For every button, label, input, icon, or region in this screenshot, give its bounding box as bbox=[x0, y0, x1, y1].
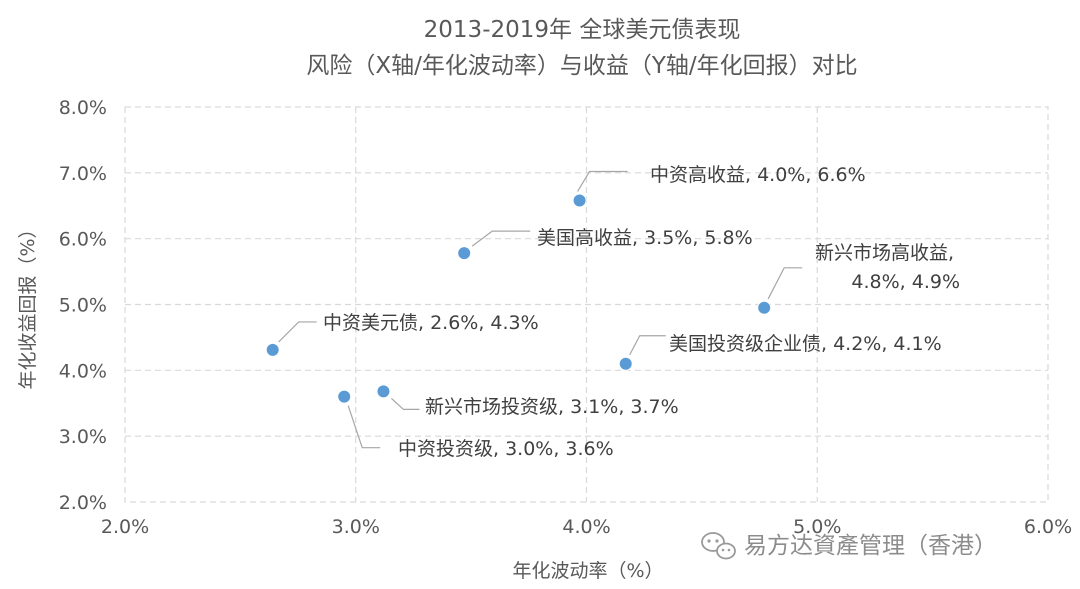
data-point bbox=[376, 384, 391, 399]
y-tick-label: 4.0% bbox=[59, 360, 107, 382]
data-point bbox=[618, 356, 633, 371]
data-label: 4.8%, 4.9% bbox=[851, 271, 960, 293]
wechat-icon-eye bbox=[715, 539, 719, 543]
leader-line bbox=[577, 170, 628, 192]
chart-title: 2013-2019年 全球美元债表现风险（X轴/年化波动率）与收益（Y轴/年化回… bbox=[306, 17, 857, 79]
y-axis-title: 年化收益回报（%） bbox=[17, 219, 39, 389]
x-tick-label: 2.0% bbox=[101, 516, 149, 538]
data-label: 美国投资级企业债, 4.2%, 4.1% bbox=[669, 333, 942, 355]
y-axis: 2.0% 3.0% 4.0% 5.0% 6.0% 7.0% 8.0% bbox=[59, 97, 107, 514]
wechat-icon bbox=[701, 532, 736, 560]
watermark: 易方达資產管理（香港） bbox=[701, 532, 997, 560]
grid bbox=[124, 106, 1049, 503]
wechat-icon-bubble-small bbox=[716, 542, 736, 560]
leader-line bbox=[629, 335, 666, 356]
leader-line bbox=[471, 230, 531, 247]
x-axis: 2.0% 3.0% 4.0% 5.0% 6.0% bbox=[101, 516, 1072, 538]
y-tick-label: 5.0% bbox=[59, 295, 107, 317]
leader-line bbox=[767, 267, 803, 300]
x-tick-label: 5.0% bbox=[793, 516, 841, 538]
chart-title-line-1: 2013-2019年 全球美元债表现 bbox=[424, 17, 741, 43]
watermark-text: 易方达資產管理（香港） bbox=[744, 533, 997, 559]
y-tick-label: 3.0% bbox=[59, 426, 107, 448]
y-tick-label: 7.0% bbox=[59, 163, 107, 185]
data-point bbox=[572, 193, 587, 208]
chart-title-line-2: 风险（X轴/年化波动率）与收益（Y轴/年化回报）对比 bbox=[306, 53, 857, 79]
leader-line bbox=[278, 321, 317, 343]
leader-line bbox=[347, 405, 381, 449]
data-label: 新兴市场高收益, bbox=[815, 242, 954, 264]
data-label: 新兴市场投资级, 3.1%, 3.7% bbox=[425, 396, 679, 418]
data-label: 美国高收益, 3.5%, 5.8% bbox=[537, 227, 753, 249]
data-point bbox=[757, 300, 772, 315]
data-label: 中资高收益, 4.0%, 6.6% bbox=[650, 164, 866, 186]
y-tick-label: 6.0% bbox=[59, 229, 107, 251]
x-axis-title: 年化波动率（%） bbox=[512, 560, 663, 582]
data-label: 中资美元债, 2.6%, 4.3% bbox=[323, 312, 539, 334]
axis-titles: 年化波动率（%） 年化收益回报（%） bbox=[17, 219, 664, 582]
data-points: 中资高收益, 4.0%, 6.6% 美国高收益, 3.5%, 5.8% 新兴市场高收… bbox=[265, 164, 960, 460]
leader-line bbox=[391, 397, 420, 410]
wechat-icon-eye bbox=[727, 548, 731, 552]
data-point bbox=[265, 342, 280, 357]
x-tick-label: 6.0% bbox=[1024, 516, 1072, 538]
x-tick-label: 3.0% bbox=[332, 516, 380, 538]
data-label: 中资投资级, 3.0%, 3.6% bbox=[398, 438, 614, 460]
data-point bbox=[457, 246, 472, 261]
x-tick-label: 4.0% bbox=[562, 516, 610, 538]
y-tick-label: 2.0% bbox=[59, 492, 107, 514]
wechat-icon-eye bbox=[721, 548, 725, 552]
wechat-icon-eye bbox=[707, 539, 711, 543]
wechat-icon-bubble-large bbox=[701, 532, 725, 552]
data-point bbox=[337, 389, 352, 404]
y-tick-label: 8.0% bbox=[59, 97, 107, 119]
